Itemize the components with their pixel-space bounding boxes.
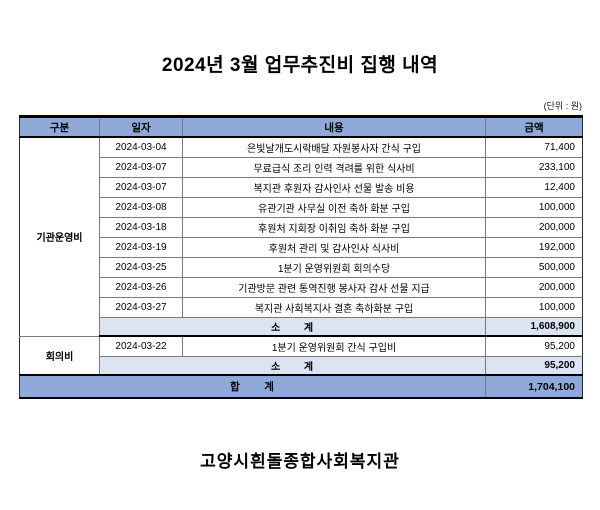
subtotal-row-operations: 소 계 1,608,900 (20, 317, 583, 337)
total-label: 합 계 (19, 374, 486, 399)
table-row: 회의비 2024-03-22 1분기 운영위원회 간식 구입비 95,200 (19, 335, 583, 376)
date-cell: 2024-03-08 (99, 197, 183, 218)
table-row: 기관운영비 2024-03-04 은빛날개도시락배달 자원봉사자 간식 구입 7… (19, 136, 583, 337)
subtotal-amount: 1,608,900 (485, 317, 583, 337)
amount-cell: 200,000 (485, 277, 583, 298)
description-cell: 무료급식 조리 인력 격려를 위한 식사비 (182, 157, 486, 178)
header-category: 구분 (19, 115, 100, 138)
table-row: 2024-03-25 1분기 운영위원회 회의수당 500,000 (20, 257, 583, 278)
date-cell: 2024-03-22 (99, 335, 183, 357)
date-cell: 2024-03-25 (99, 257, 183, 278)
table-row: 2024-03-08 유관기관 사무실 이전 축하 화분 구입 100,000 (20, 197, 583, 218)
description-cell: 후원처 지회장 이취임 축하 화분 구입 (182, 217, 486, 238)
table-row: 2024-03-27 복지관 사회복지사 결혼 축하화분 구입 100,000 (20, 297, 583, 318)
footer-org-name: 고양시흰돌종합사회복지관 (200, 452, 400, 471)
date-cell: 2024-03-07 (99, 157, 183, 178)
date-cell: 2024-03-07 (99, 177, 183, 198)
date-cell: 2024-03-26 (99, 277, 183, 298)
amount-cell: 12,400 (485, 177, 583, 198)
description-cell: 은빛날개도시락배달 자원봉사자 간식 구입 (182, 136, 486, 158)
description-cell: 유관기관 사무실 이전 축하 화분 구입 (182, 197, 486, 218)
header-description: 내용 (182, 115, 486, 138)
table-row: 2024-03-18 후원처 지회장 이취임 축하 화분 구입 200,000 (20, 217, 583, 238)
total-row: 합 계 1,704,100 (19, 374, 583, 399)
amount-cell: 500,000 (485, 257, 583, 278)
subtotal-label: 소 계 (99, 317, 486, 337)
subtotal-row-meetings: 소 계 95,200 (20, 356, 583, 376)
table-row: 2024-03-19 후원처 관리 및 감사인사 식사비 192,000 (20, 237, 583, 258)
table-header-row: 구분 일자 내용 금액 (19, 115, 583, 138)
description-cell: 1분기 운영위원회 회의수당 (182, 257, 486, 278)
description-cell: 후원처 관리 및 감사인사 식사비 (182, 237, 486, 258)
unit-label: (단위 : 원) (543, 101, 582, 111)
expense-table: 구분 일자 내용 금액 기관운영비 2024-03-04 은빛날개도시락배달 자… (19, 115, 583, 399)
table-row: 2024-03-07 복지관 후원자 감사인사 선물 발송 비용 12,400 (20, 177, 583, 198)
table-row: 2024-03-26 기관방문 관련 통역진행 봉사자 감사 선물 지급 200… (20, 277, 583, 298)
amount-cell: 95,200 (485, 335, 583, 357)
total-amount: 1,704,100 (485, 374, 583, 399)
description-cell: 기관방문 관련 통역진행 봉사자 감사 선물 지급 (182, 277, 486, 298)
table-row: 2024-03-07 무료급식 조리 인력 격려를 위한 식사비 233,100 (20, 157, 583, 178)
amount-cell: 100,000 (485, 297, 583, 318)
date-cell: 2024-03-19 (99, 237, 183, 258)
date-cell: 2024-03-18 (99, 217, 183, 238)
header-date: 일자 (99, 115, 183, 138)
description-cell: 복지관 사회복지사 결혼 축하화분 구입 (182, 297, 486, 318)
subtotal-label: 소 계 (99, 356, 486, 376)
subtotal-amount: 95,200 (485, 356, 583, 376)
description-cell: 복지관 후원자 감사인사 선물 발송 비용 (182, 177, 486, 198)
page-title: 2024년 3월 업무추진비 집행 내역 (161, 55, 439, 76)
date-cell: 2024-03-04 (99, 136, 183, 158)
description-cell: 1분기 운영위원회 간식 구입비 (182, 335, 486, 357)
date-cell: 2024-03-27 (99, 297, 183, 318)
category-cell-operations: 기관운영비 (19, 136, 100, 337)
category-cell-meetings: 회의비 (19, 335, 100, 376)
header-amount: 금액 (485, 115, 583, 138)
amount-cell: 100,000 (485, 197, 583, 218)
amount-cell: 200,000 (485, 217, 583, 238)
amount-cell: 71,400 (485, 136, 583, 158)
amount-cell: 192,000 (485, 237, 583, 258)
amount-cell: 233,100 (485, 157, 583, 178)
